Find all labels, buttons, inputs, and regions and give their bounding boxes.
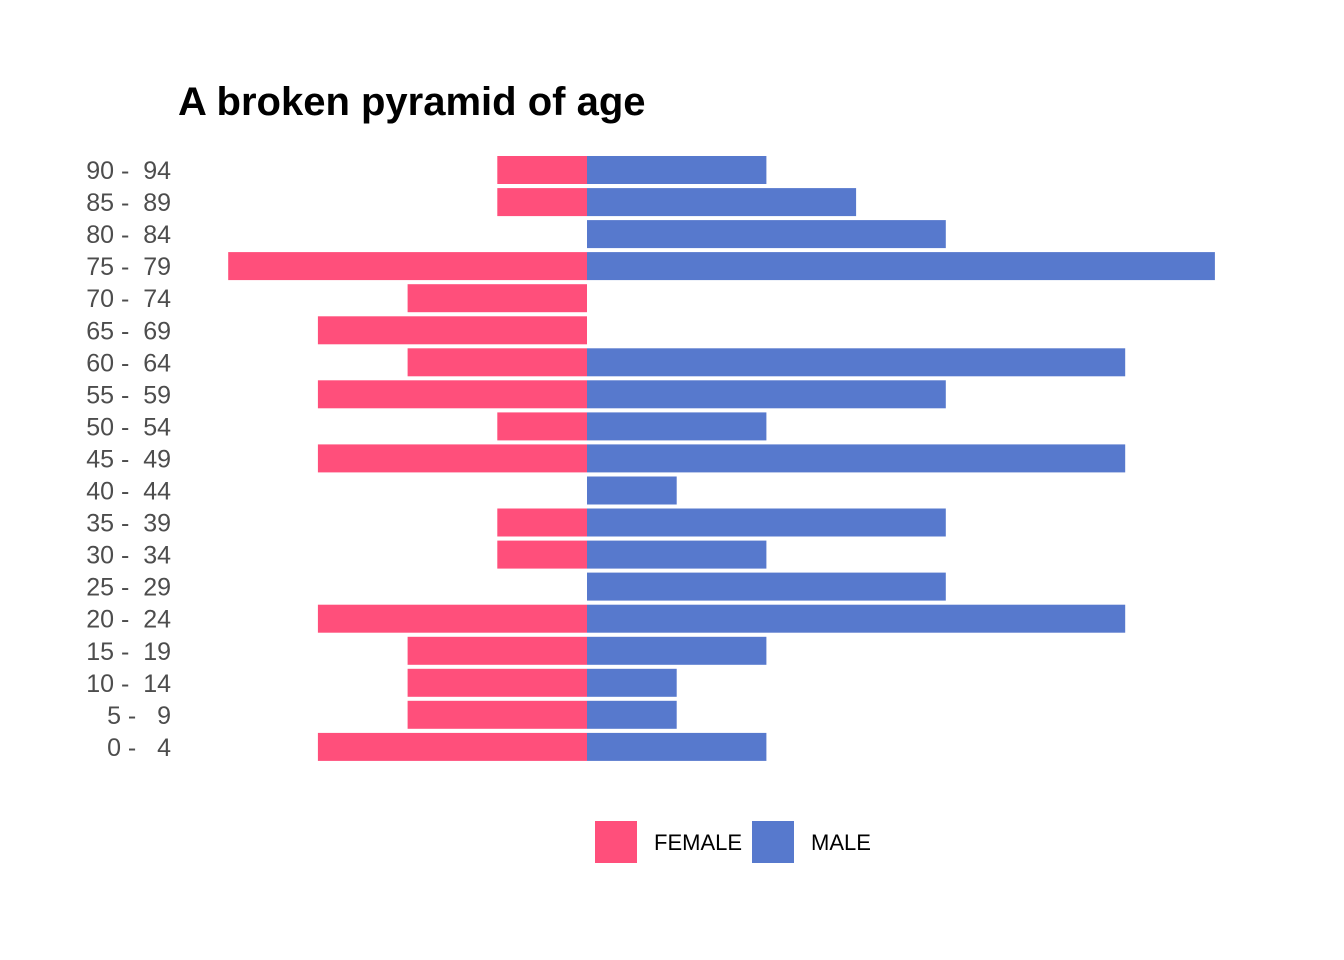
bar-male-35-39 [587,508,946,537]
bar-male-50-54 [587,412,767,441]
y-tick-label-10-14: 10 - 14 [86,670,171,698]
bar-male-40-44 [587,476,677,505]
bar-female-30-34 [497,540,587,569]
bar-female-90-94 [497,156,587,184]
legend-label-female: FEMALE [654,830,742,855]
bar-female-20-24 [317,604,587,633]
y-tick-label-80-84: 80 - 84 [86,221,171,249]
y-tick-label-55-59: 55 - 59 [86,381,171,409]
bar-male-20-24 [587,604,1126,633]
y-tick-label-85-89: 85 - 89 [86,189,171,217]
legend-key-female [595,821,637,863]
bar-male-10-14 [587,668,677,697]
y-tick-label-45-49: 45 - 49 [86,445,171,473]
bar-female-70-74 [407,284,587,313]
y-tick-label-60-64: 60 - 64 [86,349,171,377]
bar-female-5-9 [407,700,587,729]
chart-title: A broken pyramid of age [178,80,646,124]
bar-male-5-9 [587,700,677,729]
legend: FEMALE MALE [595,821,871,863]
y-axis-tick-labels: 0 - 4 5 - 9 10 - 14 15 - 19 20 - 24 25 - 29 30… [86,157,171,762]
bar-female-75-79 [228,252,587,281]
y-tick-label-35-39: 35 - 39 [86,510,171,538]
bar-male-45-49 [587,444,1126,473]
y-tick-label-20-24: 20 - 24 [86,606,171,634]
bar-male-15-19 [587,636,767,665]
y-tick-label-70-74: 70 - 74 [86,285,171,313]
bar-male-0-4 [587,732,767,761]
bar-female-35-39 [497,508,587,537]
bar-female-45-49 [317,444,587,473]
bar-male-55-59 [587,380,946,409]
legend-label-male: MALE [811,830,871,855]
y-tick-label-5-9: 5 - 9 [107,702,171,730]
y-tick-label-90-94: 90 - 94 [86,157,171,185]
bar-male-25-29 [587,572,946,601]
bar-male-60-64 [587,348,1126,377]
y-tick-label-65-69: 65 - 69 [86,317,171,345]
bar-female-15-19 [407,636,587,665]
bars [228,156,1215,761]
bar-male-75-79 [587,252,1215,281]
y-tick-label-30-34: 30 - 34 [86,542,171,570]
bar-female-10-14 [407,668,587,697]
y-tick-label-0-4: 0 - 4 [107,734,171,762]
legend-key-male [752,821,794,863]
y-tick-label-40-44: 40 - 44 [86,478,171,506]
bar-female-0-4 [317,732,587,761]
bar-male-85-89 [587,188,857,217]
y-tick-label-25-29: 25 - 29 [86,574,171,602]
bar-male-30-34 [587,540,767,569]
y-tick-label-15-19: 15 - 19 [86,638,171,666]
bar-male-90-94 [587,156,767,184]
bar-male-80-84 [587,220,946,249]
bar-female-60-64 [407,348,587,377]
bar-female-55-59 [317,380,587,409]
y-tick-label-75-79: 75 - 79 [86,253,171,281]
bar-female-85-89 [497,188,587,217]
y-tick-label-50-54: 50 - 54 [86,413,171,441]
bar-female-65-69 [317,316,587,345]
bar-female-50-54 [497,412,587,441]
